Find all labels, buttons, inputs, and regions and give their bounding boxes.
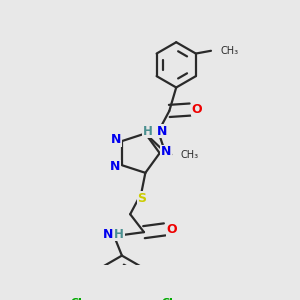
Text: CH₃: CH₃ [180, 149, 199, 160]
Text: Cl: Cl [162, 298, 174, 300]
Text: Cl: Cl [70, 298, 82, 300]
Text: H: H [114, 228, 124, 241]
Text: O: O [166, 223, 177, 236]
Text: S: S [137, 192, 146, 205]
Text: N: N [160, 145, 171, 158]
Text: O: O [192, 103, 202, 116]
Text: CH₃: CH₃ [220, 46, 239, 56]
Text: H: H [143, 124, 153, 138]
Text: N: N [103, 228, 113, 241]
Text: N: N [156, 124, 167, 138]
Text: N: N [110, 160, 121, 173]
Text: N: N [111, 133, 121, 146]
